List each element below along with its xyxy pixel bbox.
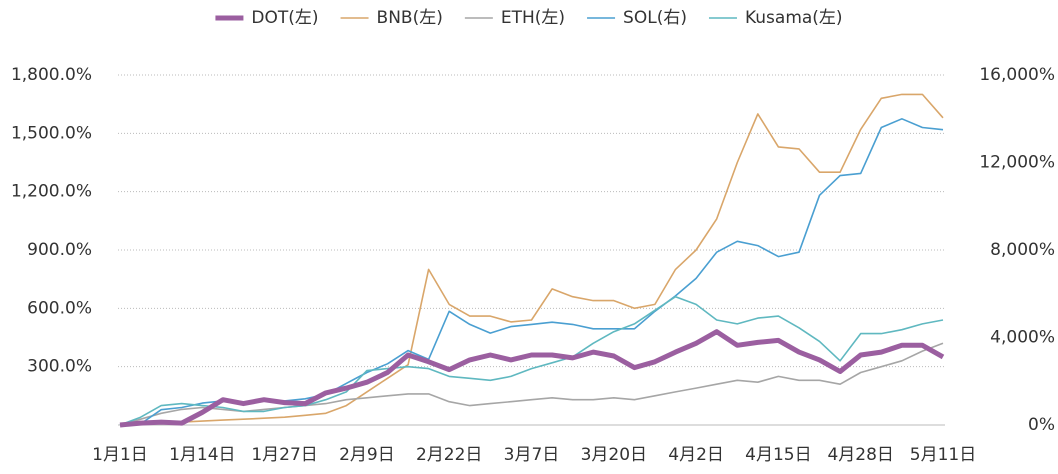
series-line [119, 329, 945, 428]
y-tick-label: 1,200.0% [11, 182, 92, 202]
legend-label: BNB(左) [377, 8, 443, 28]
x-tick-label: 5月11日 [910, 445, 976, 465]
y2-tick-label: 4,000% [990, 328, 1055, 348]
series-line [119, 118, 944, 426]
x-tick-label: 4月28日 [827, 445, 893, 465]
x-tick-label: 1月27日 [251, 445, 317, 465]
x-tick-label: 4月2日 [668, 445, 724, 465]
series-line [119, 342, 944, 426]
legend-label: ETH(左) [501, 8, 565, 28]
legend-label: Kusama(左) [745, 8, 843, 28]
x-tick-label: 3月20日 [581, 445, 647, 465]
series-line [119, 93, 944, 426]
y2-tick-label: 16,000% [979, 65, 1055, 85]
y-tick-label: 300.0% [27, 357, 92, 377]
y2-tick-label: 0% [1028, 415, 1055, 435]
y-tick-label: 1,500.0% [11, 123, 92, 143]
x-tick-label: 1月14日 [169, 445, 235, 465]
legend-label: DOT(左) [251, 8, 318, 28]
legend-label: SOL(右) [623, 8, 687, 28]
y2-tick-label: 12,000% [979, 153, 1055, 173]
x-tick-label: 2月22日 [416, 445, 482, 465]
y-tick-label: 600.0% [27, 298, 92, 318]
y-tick-label: 1,800.0% [11, 65, 92, 85]
series-line [119, 295, 944, 426]
x-tick-label: 1月1日 [92, 445, 148, 465]
y2-tick-label: 8,000% [990, 240, 1055, 260]
x-tick-label: 2月9日 [339, 445, 395, 465]
x-tick-label: 4月15日 [745, 445, 811, 465]
x-tick-label: 3月7日 [504, 445, 560, 465]
y-tick-label: 900.0% [27, 240, 92, 260]
